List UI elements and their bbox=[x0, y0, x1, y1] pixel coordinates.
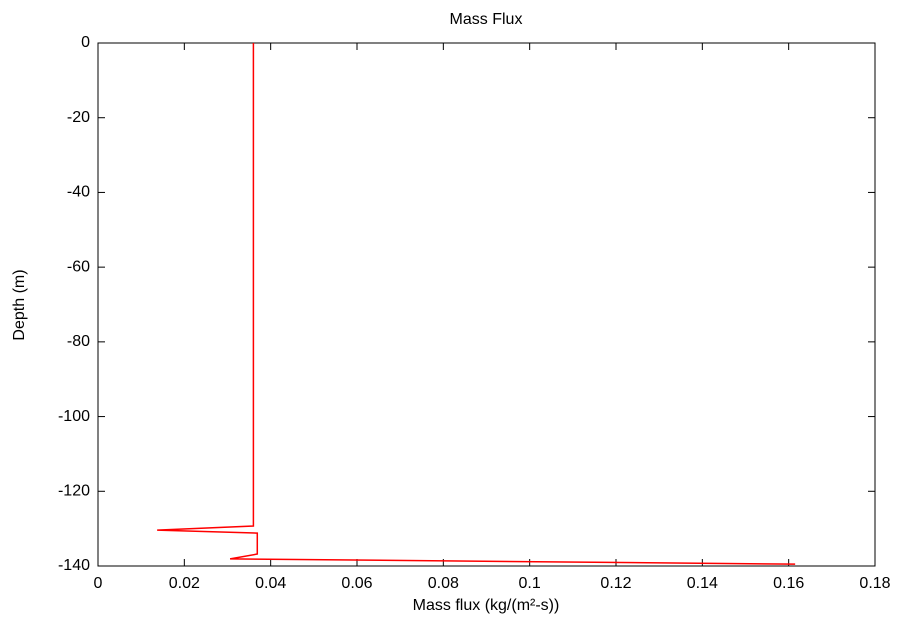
y-tick-label: -40 bbox=[67, 184, 90, 201]
x-tick-label: 0.08 bbox=[428, 575, 459, 592]
y-tick-label: -100 bbox=[58, 408, 90, 425]
data-line bbox=[157, 43, 796, 565]
x-tick-label: 0.06 bbox=[341, 575, 372, 592]
y-tick-label: 0 bbox=[81, 34, 90, 51]
y-tick-label: -60 bbox=[67, 258, 90, 275]
y-tick-label: -20 bbox=[67, 109, 90, 126]
x-tick-label: 0.02 bbox=[169, 575, 200, 592]
y-tick-label: -120 bbox=[58, 483, 90, 500]
x-tick-label: 0.14 bbox=[687, 575, 718, 592]
x-tick-label: 0.1 bbox=[519, 575, 541, 592]
x-tick-label: 0.04 bbox=[255, 575, 286, 592]
y-axis-label: Depth (m) bbox=[11, 269, 28, 340]
chart-title: Mass Flux bbox=[450, 11, 523, 28]
x-tick-label: 0.16 bbox=[773, 575, 804, 592]
y-tick-label: -140 bbox=[58, 557, 90, 574]
x-tick-label: 0 bbox=[94, 575, 103, 592]
x-tick-label: 0.12 bbox=[600, 575, 631, 592]
x-axis-label: Mass flux (kg/(m²-s)) bbox=[413, 597, 560, 614]
plot-frame bbox=[97, 42, 876, 567]
x-tick-label: 0.18 bbox=[859, 575, 890, 592]
y-tick-label: -80 bbox=[67, 333, 90, 350]
